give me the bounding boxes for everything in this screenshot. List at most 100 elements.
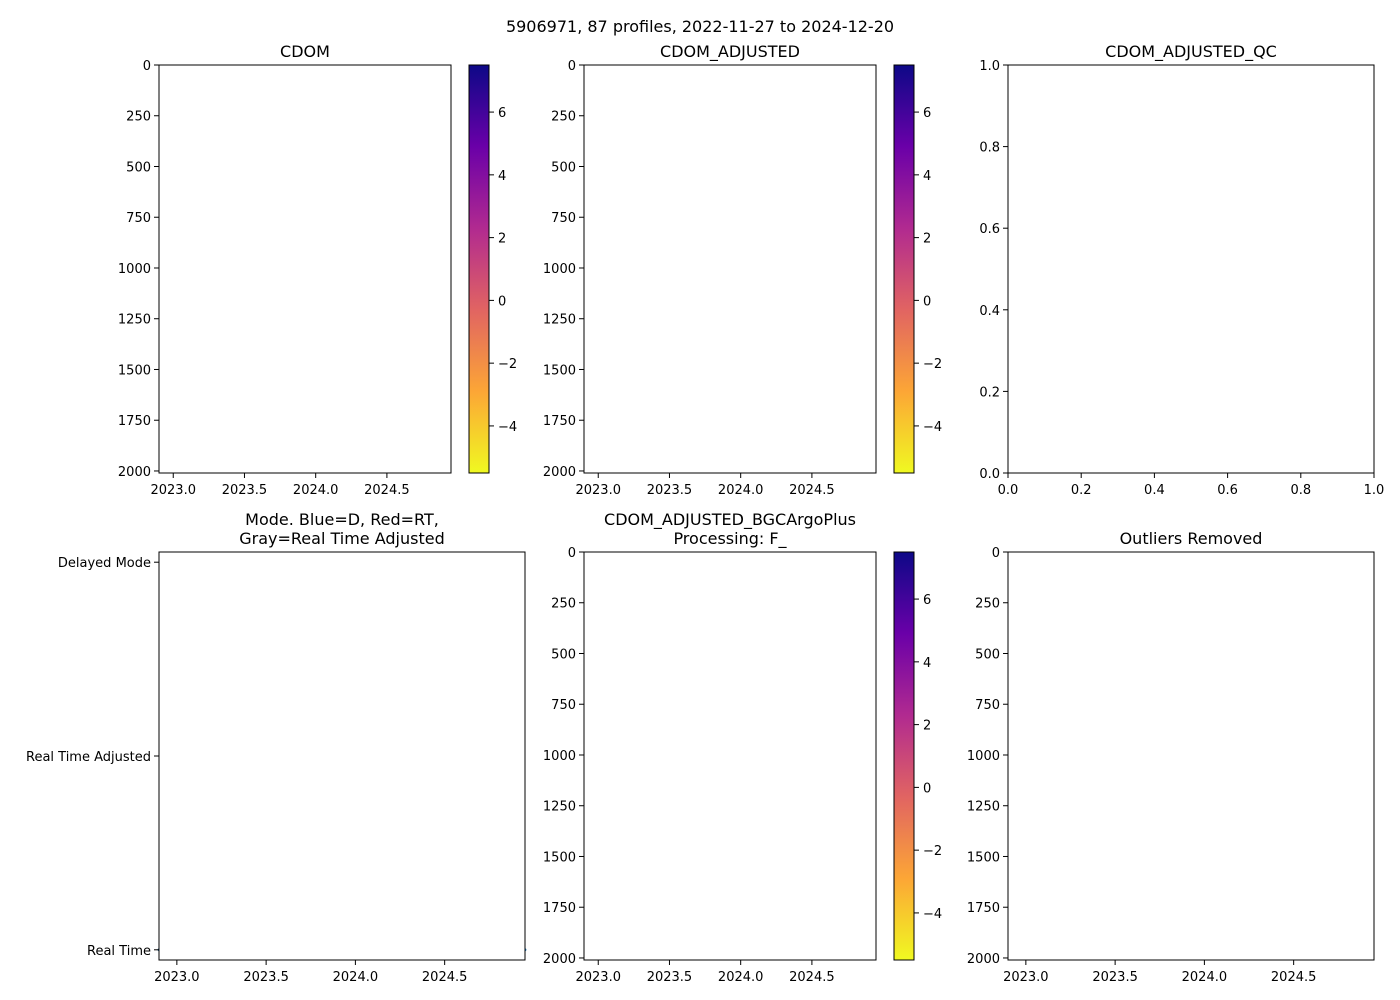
x-axis: 2023.0 2023.5 2024.0 2024.5 xyxy=(575,473,835,498)
y-tick-label: 2000 xyxy=(543,952,576,967)
y-tick-label: 1250 xyxy=(967,800,1000,815)
y-axis: 0 250 500 750 1000 1250 1500 1750 2000 xyxy=(118,59,159,480)
colorbar-tick-label: 0 xyxy=(923,781,931,796)
y-tick-label: 250 xyxy=(551,597,576,612)
colorbar-tick-label: 2 xyxy=(923,232,931,247)
y-tick-label: 1000 xyxy=(967,749,1000,764)
colorbar-tick-label: 4 xyxy=(498,169,506,184)
x-tick-label: 2023.0 xyxy=(575,970,621,985)
y-axis: 0 250 500 750 1000 1250 1500 1750 2000 xyxy=(967,546,1008,967)
y-tick-label: 0 xyxy=(568,546,576,561)
x-axis: 0.0 0.2 0.4 0.6 0.8 1.0 xyxy=(998,473,1385,498)
panel-title: CDOM_ADJUSTED_QC xyxy=(1105,42,1277,62)
y-tick-label: 1250 xyxy=(543,313,576,328)
x-tick-label: 2024.0 xyxy=(1182,970,1228,985)
panel-title-line: Gray=Real Time Adjusted xyxy=(239,529,445,548)
panel-title-line: Mode. Blue=D, Red=RT, xyxy=(245,510,439,529)
colorbar-tick-label: 2 xyxy=(923,719,931,734)
colorbar-tick-label: 6 xyxy=(923,106,931,121)
x-tick-label: 2023.5 xyxy=(1092,970,1138,985)
x-tick-label: 2024.5 xyxy=(364,483,410,498)
y-axis: 0 250 500 750 1000 1250 1500 1750 2000 xyxy=(543,59,584,480)
y-tick-label: 1000 xyxy=(118,262,151,277)
y-tick-label: 1500 xyxy=(543,850,576,865)
colorbar-tick-label: 6 xyxy=(923,593,931,608)
axes-frame xyxy=(1007,551,1375,961)
x-tick-label: 2024.0 xyxy=(718,483,764,498)
x-tick-label: 2023.0 xyxy=(154,970,200,985)
y-tick-label: 1000 xyxy=(543,262,576,277)
x-tick-label: 2023.0 xyxy=(1003,970,1049,985)
y-tick-label: 0 xyxy=(143,59,151,74)
x-tick-label: 2023.5 xyxy=(647,483,693,498)
x-tick-label: 2024.5 xyxy=(789,970,835,985)
y-tick-label: 1.0 xyxy=(979,59,1000,74)
y-tick-label: 250 xyxy=(975,597,1000,612)
colorbar: 6 4 2 0 −2 −4 xyxy=(468,64,517,474)
colorbar-tick-label: −2 xyxy=(498,357,517,372)
x-tick-label: 2024.5 xyxy=(789,483,835,498)
y-tick-label: 1500 xyxy=(543,363,576,378)
y-tick-label: 250 xyxy=(551,110,576,125)
panel-title: CDOM xyxy=(280,42,330,61)
y-tick-label: 0.8 xyxy=(979,141,1000,156)
x-axis: 2023.0 2023.5 2024.0 2024.5 xyxy=(575,960,835,985)
y-tick-label: 500 xyxy=(126,160,151,175)
y-tick-label: 0.0 xyxy=(979,467,1000,482)
x-tick-label: 2023.5 xyxy=(222,483,268,498)
x-tick-label: 0.6 xyxy=(1217,483,1238,498)
y-tick-label: 0 xyxy=(568,59,576,74)
x-tick-label: 0.4 xyxy=(1144,483,1165,498)
y-tick-label: 0.4 xyxy=(979,304,1000,319)
panel-title-line: CDOM_ADJUSTED_BGCArgoPlus xyxy=(604,510,856,530)
axes-frame xyxy=(158,551,526,961)
colorbar-tick-label: −2 xyxy=(923,357,942,372)
y-axis: Real Time Real Time Adjusted Delayed Mode xyxy=(26,556,159,959)
axes-frame xyxy=(583,64,877,474)
y-tick-label: 250 xyxy=(126,110,151,125)
y-tick-label: Real Time xyxy=(87,944,151,959)
panel-title-line: Processing: F_ xyxy=(673,529,787,549)
x-tick-label: 1.0 xyxy=(1364,483,1385,498)
y-tick-label: 1500 xyxy=(967,850,1000,865)
y-tick-label: 1250 xyxy=(543,800,576,815)
y-tick-label: 500 xyxy=(975,647,1000,662)
x-tick-label: 2023.0 xyxy=(150,483,196,498)
y-tick-label: Delayed Mode xyxy=(58,556,151,571)
y-tick-label: 1750 xyxy=(543,414,576,429)
x-tick-label: 2023.5 xyxy=(647,970,693,985)
panels-group: CDOM 2023.0 2023.5 2024.0 2024.5 0 250 500 750 10… xyxy=(26,42,1384,985)
colorbar-tick-label: −4 xyxy=(498,420,517,435)
y-axis: 0.0 0.2 0.4 0.6 0.8 1.0 xyxy=(979,59,1008,482)
y-tick-label: 0 xyxy=(992,546,1000,561)
y-tick-label: 1750 xyxy=(118,414,151,429)
y-tick-label: 1000 xyxy=(543,749,576,764)
axes-frame xyxy=(1007,64,1375,474)
x-tick-label: 2024.0 xyxy=(718,970,764,985)
y-tick-label: 2000 xyxy=(118,465,151,480)
y-tick-label: 750 xyxy=(975,698,1000,713)
colorbar: 6 4 2 0 −2 −4 xyxy=(893,551,942,961)
y-tick-label: 1250 xyxy=(118,313,151,328)
y-tick-label: 1750 xyxy=(967,901,1000,916)
panel-title: Outliers Removed xyxy=(1120,529,1263,548)
y-tick-label: 2000 xyxy=(543,465,576,480)
y-tick-label: Real Time Adjusted xyxy=(26,750,151,765)
colorbar-tick-label: 6 xyxy=(498,106,506,121)
x-axis: 2023.0 2023.5 2024.0 2024.5 xyxy=(1003,960,1316,985)
x-tick-label: 2024.0 xyxy=(293,483,339,498)
panel-mode: Mode. Blue=D, Red=RT,Gray=Real Time Adju… xyxy=(26,510,527,985)
colorbar: 6 4 2 0 −2 −4 xyxy=(893,64,942,474)
colorbar-bar xyxy=(893,551,915,961)
panel-outliers: Outliers Removed 2023.0 2023.5 2024.0 2024.5… xyxy=(967,529,1375,985)
x-tick-label: 0.2 xyxy=(1071,483,1092,498)
y-axis: 0 250 500 750 1000 1250 1500 1750 2000 xyxy=(543,546,584,967)
colorbar-tick-label: 0 xyxy=(923,294,931,309)
y-tick-label: 750 xyxy=(551,698,576,713)
colorbar-bar xyxy=(893,64,915,474)
panel-cdom_adjusted_qc: CDOM_ADJUSTED_QC 0.0 0.2 0.4 0.6 0.8 1.0 0.0 0.2… xyxy=(979,42,1384,498)
x-tick-label: 2023.5 xyxy=(243,970,289,985)
